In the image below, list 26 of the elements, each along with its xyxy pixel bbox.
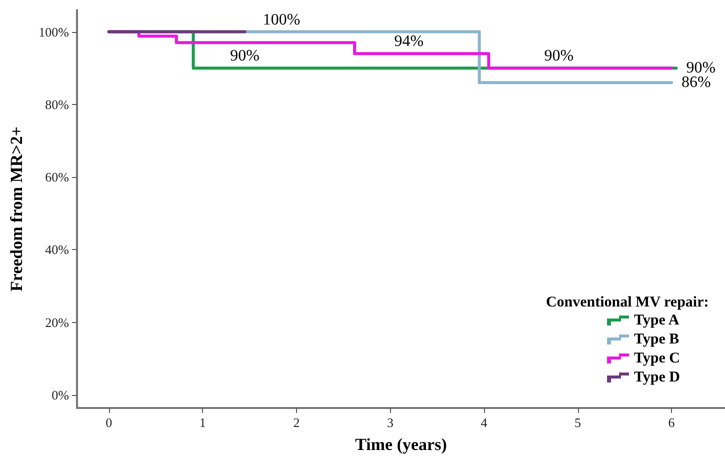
annotation: 90% — [686, 60, 716, 77]
annotation: 90% — [544, 48, 574, 65]
legend-title: Conventional MV repair: — [546, 294, 709, 310]
x-axis-title: Time (years) — [355, 435, 447, 454]
x-tick-label: 5 — [574, 415, 582, 430]
legend-label: Type C — [634, 350, 680, 366]
y-tick-label: 60% — [45, 170, 70, 185]
annotation: 100% — [262, 11, 300, 28]
legend-label: Type A — [634, 312, 680, 328]
y-tick-label: 0% — [52, 387, 70, 402]
x-tick-label: 1 — [199, 415, 206, 430]
x-tick-label: 3 — [386, 415, 394, 430]
y-tick-label: 40% — [45, 242, 70, 258]
x-tick-label: 4 — [480, 415, 488, 430]
annotation: 90% — [230, 48, 260, 65]
annotation: 86% — [682, 74, 711, 92]
x-tick-label: 6 — [668, 415, 676, 430]
y-tick-label: 100% — [38, 24, 70, 40]
y-tick-label: 20% — [45, 314, 70, 330]
legend-label: Type B — [634, 332, 680, 348]
x-tick-label: 0 — [106, 415, 112, 430]
x-tick-label: 2 — [293, 415, 300, 430]
y-axis-title: Freedom from MR>2+ — [7, 126, 26, 292]
legend-label: Type D — [634, 370, 680, 386]
annotation: 94% — [394, 33, 424, 50]
y-tick-label: 80% — [45, 96, 70, 112]
